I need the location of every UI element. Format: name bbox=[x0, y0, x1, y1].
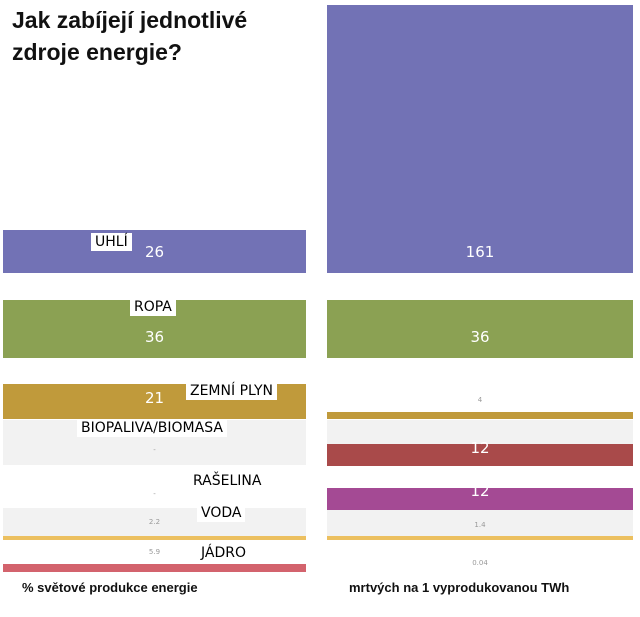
right-value-label-zemni-plyn: 4 bbox=[477, 396, 483, 404]
left-value-label-biopaliva-biomasa: - bbox=[153, 446, 156, 454]
category-label-zemni-plyn: ZEMNÍ PLYN bbox=[186, 382, 277, 400]
chart-title-line-2: zdroje energie? bbox=[12, 39, 182, 65]
right-row-background-biopaliva-biomasa bbox=[327, 420, 633, 444]
right-value-label-voda: 1.4 bbox=[474, 521, 486, 529]
left-bar-uhli bbox=[3, 230, 306, 273]
row-background-voda bbox=[3, 508, 306, 540]
right-row-background-voda bbox=[327, 510, 633, 536]
right-value-label-uhli: 161 bbox=[465, 243, 495, 261]
left-bar-voda bbox=[3, 536, 306, 540]
right-value-label-jadro: 0.04 bbox=[472, 559, 488, 567]
category-label-raselina: RAŠELINA bbox=[189, 472, 266, 490]
energy-share-panel: 26 UHLÍ 36 ROPA 21 ZEMNÍ PLYN - BIOPALIVA/BIOMA… bbox=[3, 0, 306, 580]
category-label-uhli: UHLÍ bbox=[91, 233, 132, 251]
left-value-label-raselina: - bbox=[153, 490, 156, 498]
chart-title: Jak zabíjejí jednotlivé zdroje energie? bbox=[12, 4, 312, 68]
left-value-label-voda: 2.2 bbox=[148, 518, 161, 526]
left-value-label-uhli: 26 bbox=[144, 243, 165, 261]
left-value-label-jadro: 5.9 bbox=[148, 548, 161, 556]
right-bar-biopaliva-biomasa bbox=[327, 444, 633, 466]
category-label-biopaliva-biomasa: BIOPALIVA/BIOMASA bbox=[77, 419, 227, 437]
left-bar-jadro bbox=[3, 564, 306, 572]
right-bar-voda bbox=[327, 536, 633, 540]
category-label-ropa: ROPA bbox=[130, 298, 176, 316]
right-value-label-raselina: 12 bbox=[470, 482, 490, 500]
deaths-per-twh-panel: 161 36 4 12 12 1.4 0.04 bbox=[327, 0, 633, 580]
right-value-label-ropa: 36 bbox=[470, 328, 490, 346]
right-bar-uhli bbox=[327, 5, 633, 273]
category-label-jadro: JÁDRO bbox=[197, 544, 250, 562]
right-bar-raselina bbox=[327, 488, 633, 510]
left-value-label-zemni-plyn: 21 bbox=[144, 389, 165, 407]
chart-title-line-1: Jak zabíjejí jednotlivé bbox=[12, 7, 248, 33]
category-label-voda: VODA bbox=[197, 504, 246, 522]
right-bar-zemni-plyn bbox=[327, 412, 633, 419]
left-axis-title: % světové produkce energie bbox=[22, 580, 198, 595]
right-bar-ropa bbox=[327, 300, 633, 358]
right-value-label-biopaliva-biomasa: 12 bbox=[470, 439, 490, 457]
left-value-label-ropa: 36 bbox=[144, 328, 165, 346]
right-axis-title: mrtvých na 1 vyprodukovanou TWh bbox=[349, 580, 570, 595]
